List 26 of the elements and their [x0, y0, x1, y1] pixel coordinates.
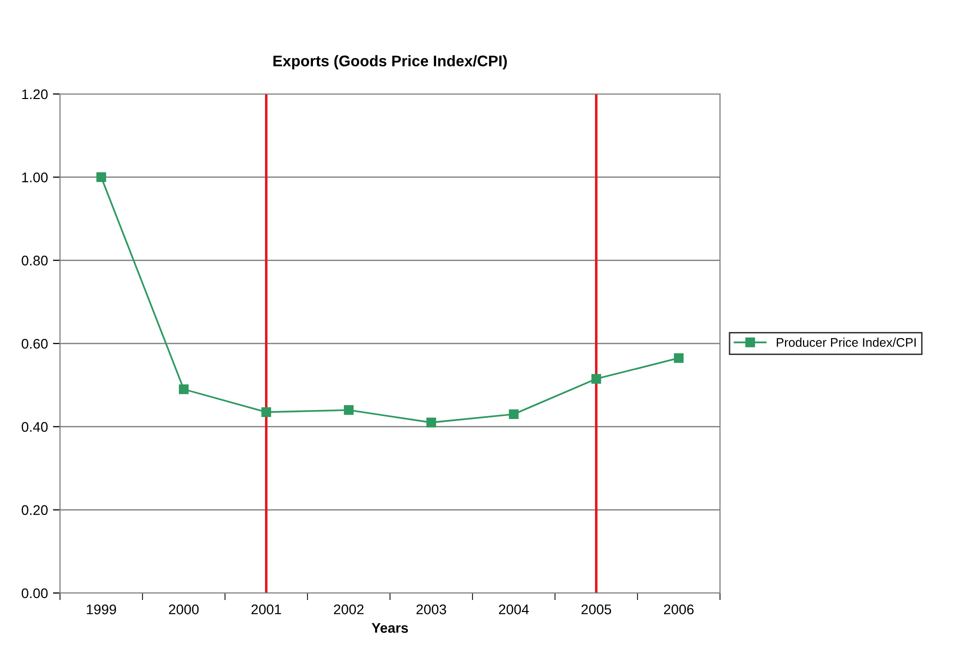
- point: [591, 374, 602, 384]
- x-tick-label: 2001: [252, 604, 282, 614]
- x-tick-label: 2004: [499, 604, 529, 614]
- x-tick-label: 1999: [86, 604, 116, 614]
- point: [178, 384, 189, 394]
- y-tick-label: 1.20: [22, 89, 48, 100]
- y-tick-label: 0.40: [22, 422, 48, 432]
- point: [96, 172, 106, 182]
- y-tick-label: 0.80: [22, 256, 48, 266]
- y-tick-label: 0.00: [22, 588, 48, 598]
- y-tick-label: 0.20: [22, 505, 48, 516]
- x-tick-label: 2002: [334, 604, 364, 614]
- point: [674, 353, 684, 363]
- x-tick-label: 2006: [664, 604, 694, 614]
- x-axis-title: Years: [372, 623, 408, 633]
- point: [261, 407, 272, 417]
- point: [508, 409, 519, 420]
- y-tick-label: 0.60: [22, 338, 48, 349]
- y-tick-label: 1.00: [22, 172, 48, 182]
- chart-title: Exports (Goods Price Index/CPI): [273, 55, 507, 70]
- point: [344, 405, 354, 415]
- legend-label: Producer Price Index/CPI: [776, 338, 916, 347]
- x-tick-label: 2003: [416, 604, 446, 614]
- x-tick-label: 2005: [582, 604, 612, 614]
- point: [426, 418, 436, 428]
- x-tick-label: 2000: [169, 604, 199, 614]
